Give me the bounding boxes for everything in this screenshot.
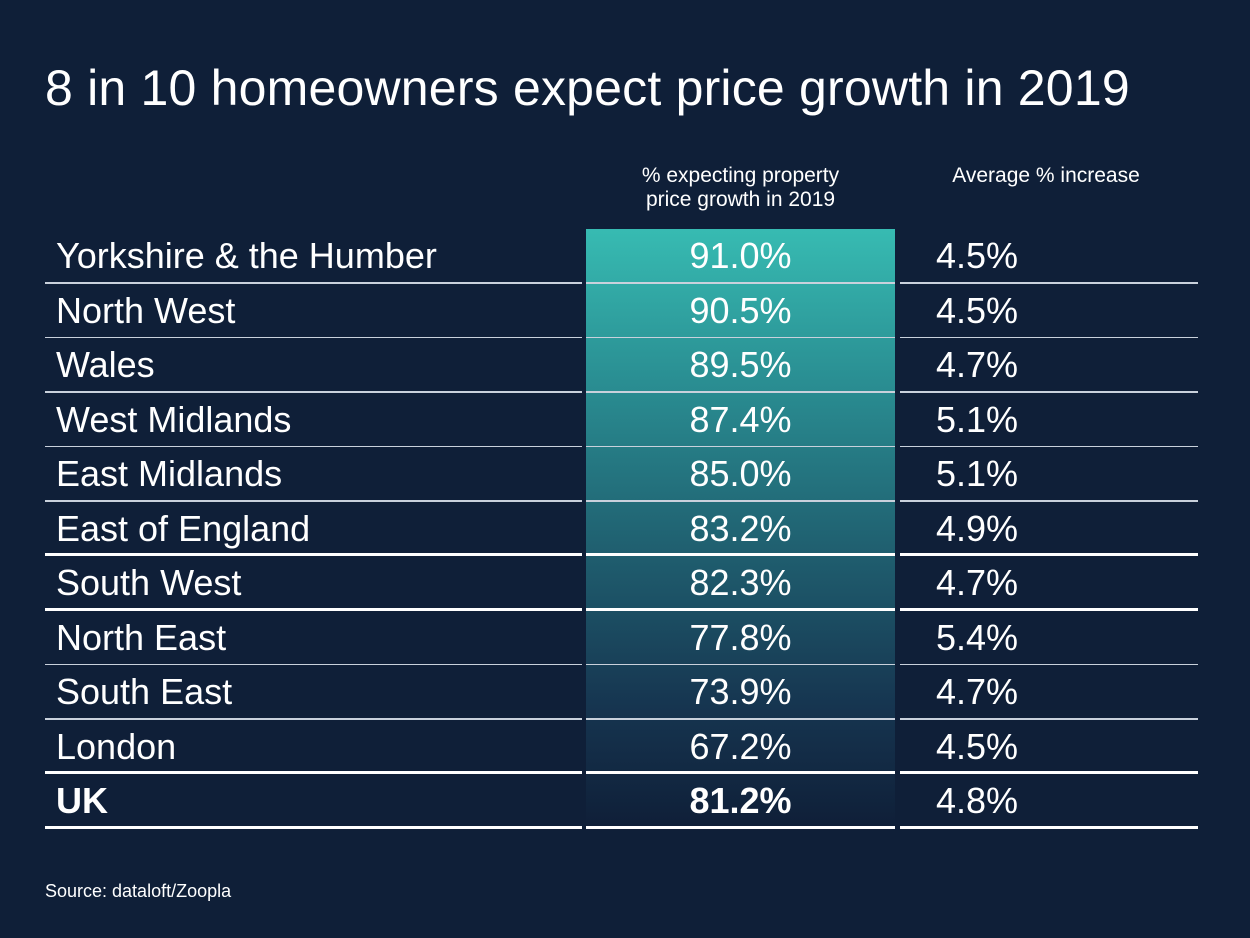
row-divider — [45, 391, 582, 393]
row-divider — [45, 663, 582, 665]
table-row: East Midlands 85.0% 5.1% — [45, 447, 1198, 502]
row-divider — [900, 445, 1198, 447]
row-divider — [900, 391, 1198, 393]
region-label: East Midlands — [56, 453, 283, 495]
row-divider — [45, 825, 582, 829]
row-divider — [900, 718, 1198, 720]
column-header-pct-line1: % expecting property — [641, 164, 840, 187]
pct-expecting-value: 87.4% — [689, 398, 792, 440]
row-divider — [900, 825, 1198, 829]
table-row: Yorkshire & the Humber 91.0% 4.5% — [45, 229, 1198, 284]
column-header-avg-increase: Average % increase — [952, 164, 1140, 187]
row-divider — [586, 445, 895, 447]
avg-increase-value: 4.7% — [935, 562, 1019, 604]
column-header-pct-line2: price growth in 2019 — [645, 188, 836, 211]
pct-expecting-value: 91.0% — [689, 235, 792, 277]
row-divider — [586, 500, 895, 502]
avg-increase-value: 4.7% — [935, 671, 1019, 713]
row-divider — [900, 663, 1198, 665]
row-divider — [45, 718, 582, 720]
row-divider — [900, 500, 1198, 502]
region-label: Wales — [56, 344, 155, 386]
avg-increase-value: 4.8% — [935, 780, 1019, 822]
pct-expecting-value: 81.2% — [689, 780, 792, 822]
avg-increase-value: 4.9% — [935, 507, 1019, 549]
table-row: London 67.2% 4.5% — [45, 720, 1198, 774]
region-label: West Midlands — [56, 398, 292, 440]
row-divider — [45, 336, 582, 338]
region-label: UK — [56, 780, 108, 822]
row-divider — [45, 500, 582, 502]
table-row: Wales 89.5% 4.7% — [45, 338, 1198, 393]
row-divider — [586, 336, 895, 338]
row-divider — [900, 336, 1198, 338]
row-divider — [45, 553, 582, 556]
region-label: South West — [56, 562, 242, 604]
table-row: UK 81.2% 4.8% — [45, 774, 1198, 829]
avg-increase-value: 5.4% — [935, 616, 1019, 658]
highlight-column-gradient — [586, 229, 895, 826]
pct-expecting-value: 82.3% — [689, 562, 792, 604]
avg-increase-value: 4.7% — [935, 344, 1019, 386]
column-header-pct-expecting: % expecting property price growth in 201… — [586, 164, 895, 212]
row-divider — [45, 445, 582, 447]
row-divider — [586, 771, 895, 774]
pct-expecting-value: 73.9% — [689, 671, 792, 713]
pct-expecting-value: 85.0% — [689, 453, 792, 495]
avg-increase-value: 5.1% — [935, 453, 1019, 495]
page-title: 8 in 10 homeowners expect price growth i… — [45, 60, 1130, 116]
table-row: South West 82.3% 4.7% — [45, 556, 1198, 611]
avg-increase-value: 4.5% — [935, 289, 1019, 331]
region-label: North West — [56, 289, 236, 331]
region-label: North East — [56, 616, 227, 658]
table-row: South East 73.9% 4.7% — [45, 665, 1198, 720]
row-divider — [45, 282, 582, 284]
row-divider — [586, 391, 895, 393]
row-divider — [900, 553, 1198, 556]
pct-expecting-value: 83.2% — [689, 507, 792, 549]
table-row: West Midlands 87.4% 5.1% — [45, 393, 1198, 447]
row-divider — [900, 771, 1198, 774]
row-divider — [900, 607, 1198, 611]
table-row: North West 90.5% 4.5% — [45, 284, 1198, 338]
avg-increase-value: 4.5% — [935, 235, 1019, 277]
row-divider — [586, 553, 895, 556]
region-label: London — [56, 725, 177, 767]
row-divider — [586, 607, 895, 611]
pct-expecting-value: 67.2% — [689, 725, 792, 767]
row-divider — [586, 825, 895, 829]
region-label: Yorkshire & the Humber — [56, 235, 437, 277]
row-divider — [45, 771, 582, 774]
source-note: Source: dataloft/Zoopla — [45, 881, 232, 901]
data-table: Yorkshire & the Humber 91.0% 4.5% North Wes… — [45, 229, 1198, 829]
region-label: South East — [56, 671, 233, 713]
pct-expecting-value: 90.5% — [689, 289, 792, 331]
row-divider — [586, 663, 895, 665]
row-divider — [586, 718, 895, 720]
row-divider — [45, 607, 582, 611]
row-divider — [900, 282, 1198, 284]
avg-increase-value: 4.5% — [935, 725, 1019, 767]
row-divider — [586, 282, 895, 284]
pct-expecting-value: 89.5% — [689, 344, 792, 386]
region-label: East of England — [56, 507, 311, 549]
table-row: North East 77.8% 5.4% — [45, 611, 1198, 665]
table-row: East of England 83.2% 4.9% — [45, 502, 1198, 556]
pct-expecting-value: 77.8% — [689, 616, 792, 658]
avg-increase-value: 5.1% — [935, 398, 1019, 440]
